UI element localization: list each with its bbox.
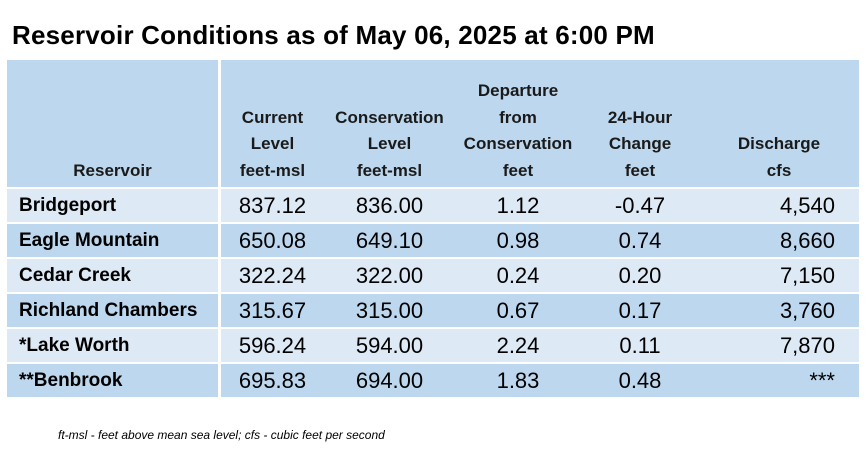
current-level-cell: 695.83	[221, 364, 324, 399]
header-line: feet-msl	[239, 160, 306, 180]
conservation-level-cell: 694.00	[324, 364, 455, 399]
reservoir-name: Richland Chambers	[7, 294, 221, 329]
table-row: **Benbrook 695.83 694.00 1.83 0.48 ***	[7, 364, 859, 399]
header-line: feet-msl	[356, 160, 423, 180]
change-24h-cell: 0.74	[581, 224, 699, 259]
discharge-cell: 4,540	[699, 189, 859, 224]
conservation-level-cell: 836.00	[324, 189, 455, 224]
current-level-cell: 837.12	[221, 189, 324, 224]
discharge-cell: 3,760	[699, 294, 859, 329]
current-level-cell: 650.08	[221, 224, 324, 259]
conservation-level-cell: 649.10	[324, 224, 455, 259]
table-row: Richland Chambers 315.67 315.00 0.67 0.1…	[7, 294, 859, 329]
reservoir-name: *Lake Worth	[7, 329, 221, 364]
departure-cell: 1.83	[455, 364, 581, 399]
header-line: cfs	[766, 160, 792, 180]
conservation-level-cell: 322.00	[324, 259, 455, 294]
header-line: Change	[608, 134, 672, 153]
conservation-level-cell: 315.00	[324, 294, 455, 329]
header-line: Discharge	[737, 134, 821, 153]
footnote: ft-msl - feet above mean sea level; cfs …	[58, 428, 385, 442]
header-discharge: Discharge cfs	[699, 60, 859, 189]
header-line: Current	[241, 107, 304, 127]
change-24h-cell: 0.17	[581, 294, 699, 329]
table-row: Cedar Creek 322.24 322.00 0.24 0.20 7,15…	[7, 259, 859, 294]
header-24-hour-change: 24-Hour Change feet	[581, 60, 699, 189]
reservoir-name: Cedar Creek	[7, 259, 221, 294]
header-line: Level	[367, 134, 412, 153]
departure-cell: 2.24	[455, 329, 581, 364]
table-row: *Lake Worth 596.24 594.00 2.24 0.11 7,87…	[7, 329, 859, 364]
current-level-cell: 315.67	[221, 294, 324, 329]
departure-cell: 0.24	[455, 259, 581, 294]
current-level-cell: 322.24	[221, 259, 324, 294]
reservoir-table-container: Reservoir Current Level feet-msl Conserv…	[7, 60, 859, 399]
reservoir-name: Bridgeport	[7, 189, 221, 224]
discharge-cell: ***	[699, 364, 859, 399]
header-line: Reservoir	[73, 160, 152, 180]
header-line: feet	[624, 160, 656, 180]
departure-cell: 0.98	[455, 224, 581, 259]
header-line: from	[499, 107, 537, 127]
header-line: Departure	[477, 81, 559, 100]
header-line: Conservation	[335, 107, 444, 127]
discharge-cell: 7,870	[699, 329, 859, 364]
reservoir-name: **Benbrook	[7, 364, 221, 399]
header-reservoir: Reservoir	[7, 60, 221, 189]
header-departure: Departure from Conservation feet	[455, 60, 581, 189]
header-line: Conservation	[463, 134, 573, 153]
table-row: Bridgeport 837.12 836.00 1.12 -0.47 4,54…	[7, 189, 859, 224]
departure-cell: 0.67	[455, 294, 581, 329]
change-24h-cell: 0.48	[581, 364, 699, 399]
page-title: Reservoir Conditions as of May 06, 2025 …	[12, 20, 655, 50]
change-24h-cell: -0.47	[581, 189, 699, 224]
reservoir-table: Reservoir Current Level feet-msl Conserv…	[7, 60, 859, 399]
table-row: Eagle Mountain 650.08 649.10 0.98 0.74 8…	[7, 224, 859, 259]
header-line: 24-Hour	[607, 107, 673, 127]
change-24h-cell: 0.20	[581, 259, 699, 294]
discharge-cell: 8,660	[699, 224, 859, 259]
conservation-level-cell: 594.00	[324, 329, 455, 364]
header-line: Level	[250, 134, 295, 153]
header-line: feet	[502, 160, 534, 180]
header-current-level: Current Level feet-msl	[221, 60, 324, 189]
departure-cell: 1.12	[455, 189, 581, 224]
reservoir-name: Eagle Mountain	[7, 224, 221, 259]
header-conservation-level: Conservation Level feet-msl	[324, 60, 455, 189]
header-row: Reservoir Current Level feet-msl Conserv…	[7, 60, 859, 189]
current-level-cell: 596.24	[221, 329, 324, 364]
discharge-cell: 7,150	[699, 259, 859, 294]
change-24h-cell: 0.11	[581, 329, 699, 364]
